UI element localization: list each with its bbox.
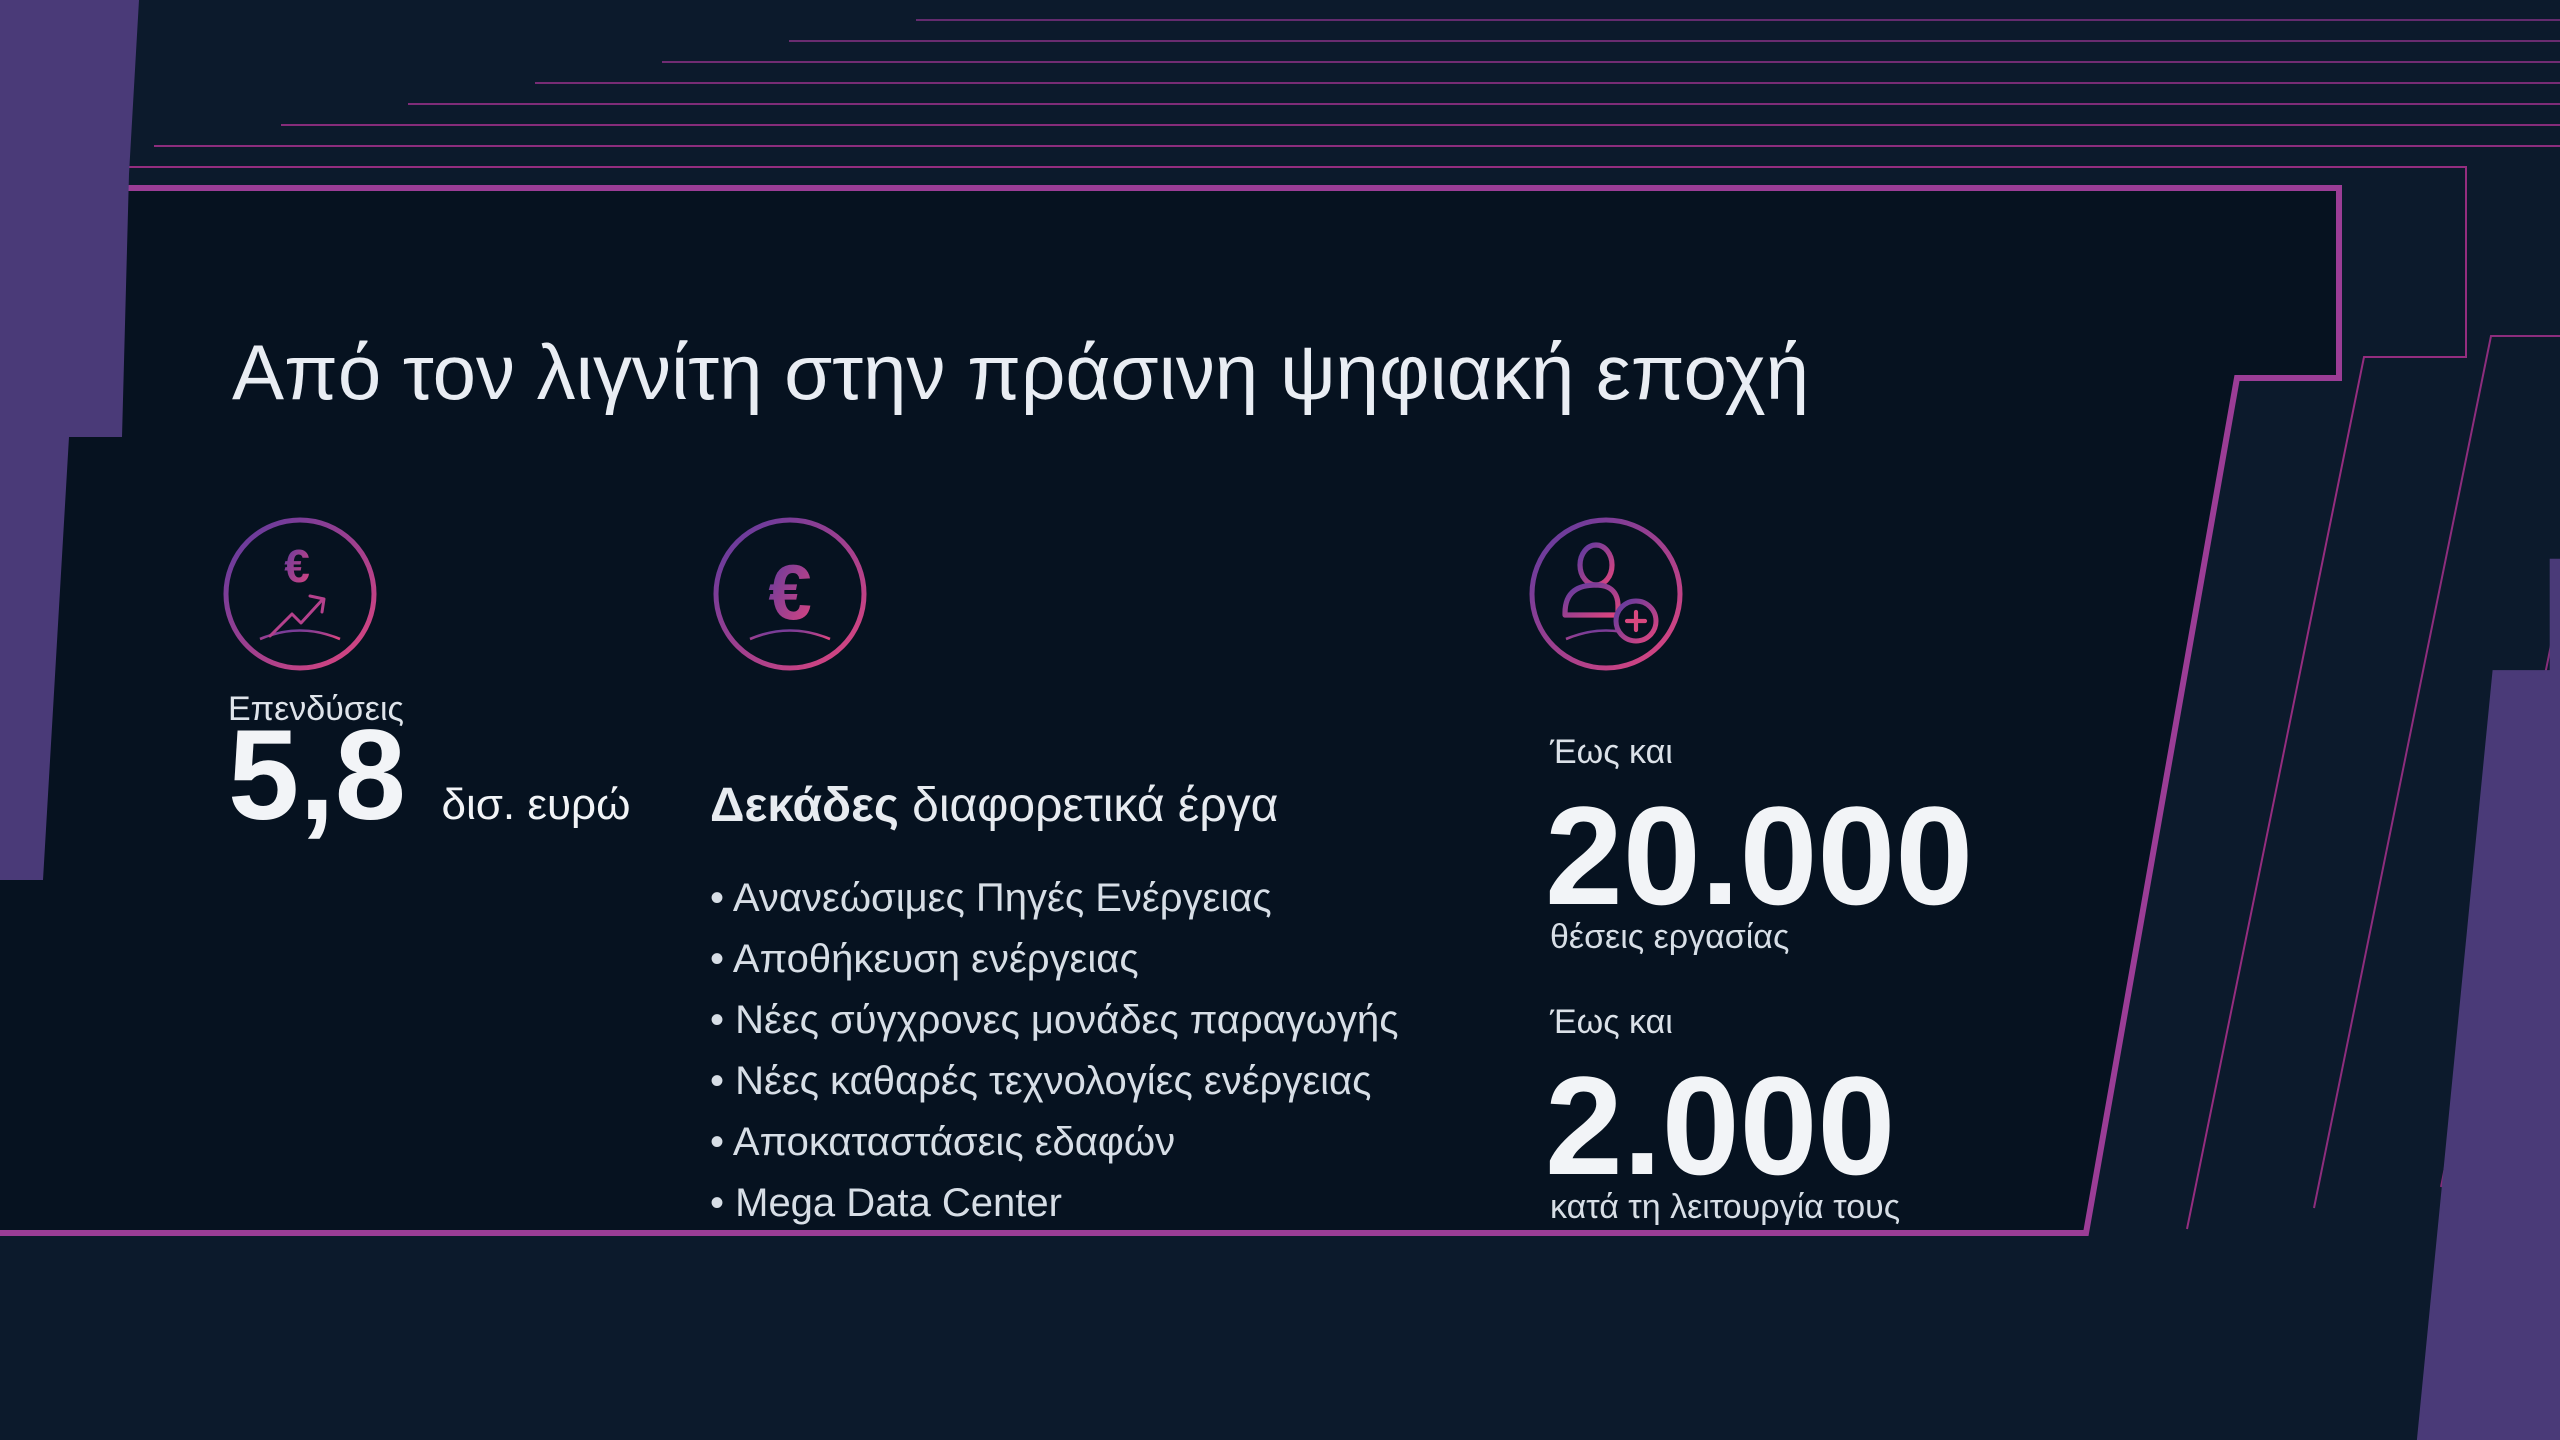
svg-text:€: €: [284, 540, 310, 592]
svg-text:€: €: [768, 548, 811, 636]
